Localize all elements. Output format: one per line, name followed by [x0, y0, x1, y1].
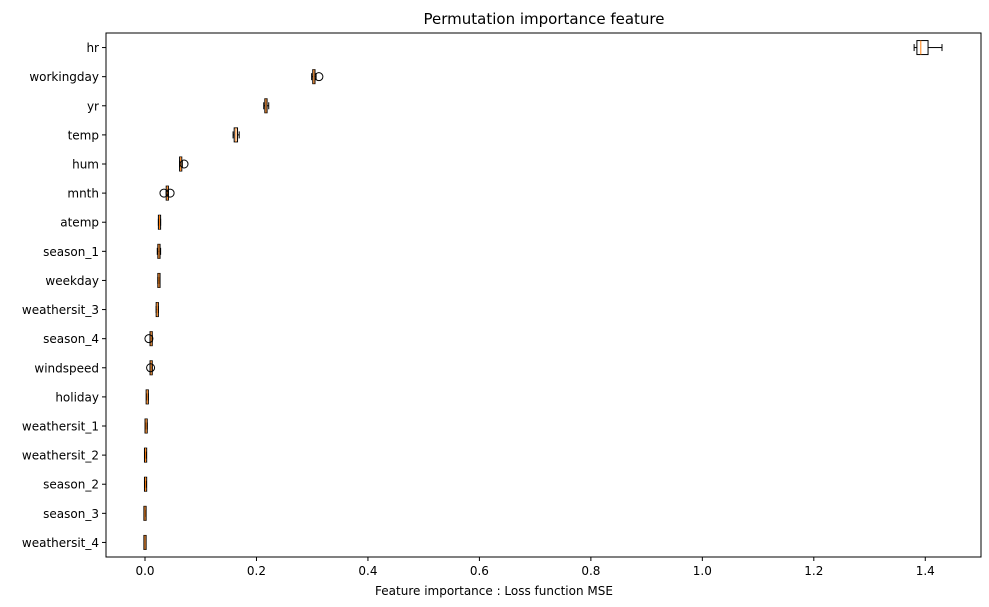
outlier-point: [144, 334, 154, 344]
outlier-point: [146, 363, 156, 373]
outlier-point: [165, 188, 175, 198]
y-tick-label: windspeed: [34, 361, 99, 375]
box-weathersit_1: [144, 418, 148, 434]
outlier-point: [314, 72, 324, 82]
y-tick-label: weathersit_3: [22, 303, 99, 317]
y-tick-label: mnth: [67, 187, 99, 201]
x-tick-label: 1.0: [693, 564, 712, 578]
box-weathersit_4: [143, 534, 147, 550]
box-hr: [913, 40, 943, 56]
y-tick-label: atemp: [60, 216, 99, 230]
x-tick-label: 0.6: [470, 564, 489, 578]
box-temp: [232, 127, 240, 143]
x-tick-label: 1.2: [804, 564, 823, 578]
y-tick-label: hr: [86, 41, 99, 55]
y-tick-label: temp: [68, 128, 99, 142]
y-tick-label: yr: [87, 99, 99, 113]
y-tick-label: season_4: [43, 332, 99, 346]
y-tick-label: season_1: [43, 245, 99, 259]
y-axis: hr workingday yr temp hum mnth atemp season_1we…: [22, 41, 106, 550]
box-season_3: [143, 505, 147, 521]
x-axis: 0.0 0.2 0.4 0.6 0.8 1.0 1.2 1.4: [135, 557, 935, 578]
box-weathersit_3: [155, 302, 159, 318]
y-tick-label: hum: [72, 158, 99, 172]
x-tick-label: 0.0: [135, 564, 154, 578]
box-atemp: [157, 214, 162, 230]
plot-area-frame: [105, 32, 982, 558]
box-mnth: [159, 185, 175, 201]
y-tick-label: season_2: [43, 478, 99, 492]
box-workingday: [311, 69, 324, 85]
y-tick-label: workingday: [29, 70, 99, 84]
box-season_1: [156, 243, 162, 259]
y-tick-label: weathersit_1: [22, 420, 99, 434]
box-yr: [263, 98, 270, 114]
outlier-point: [159, 188, 169, 198]
y-tick-label: weekday: [45, 274, 99, 288]
iqr-box: [916, 40, 929, 56]
box-holiday: [145, 389, 149, 405]
box-weathersit_2: [143, 447, 148, 463]
x-tick-label: 0.8: [581, 564, 600, 578]
chart-title: Permutation importance feature: [424, 10, 665, 28]
x-tick-label: 0.4: [358, 564, 377, 578]
x-tick-label: 0.2: [247, 564, 266, 578]
outlier-point: [179, 159, 189, 169]
box-hum: [179, 156, 189, 172]
y-tick-label: season_3: [43, 507, 99, 521]
x-axis-label: Feature importance : Loss function MSE: [375, 584, 613, 598]
box-windspeed: [146, 360, 156, 376]
y-tick-label: weathersit_2: [22, 449, 99, 463]
x-tick-label: 1.4: [916, 564, 935, 578]
box-season_2: [143, 476, 148, 492]
y-tick-label: weathersit_4: [22, 536, 99, 550]
y-tick-label: holiday: [55, 390, 99, 404]
box-season_4: [144, 331, 154, 347]
plot-marks: [143, 40, 943, 550]
box-weekday: [157, 272, 161, 288]
